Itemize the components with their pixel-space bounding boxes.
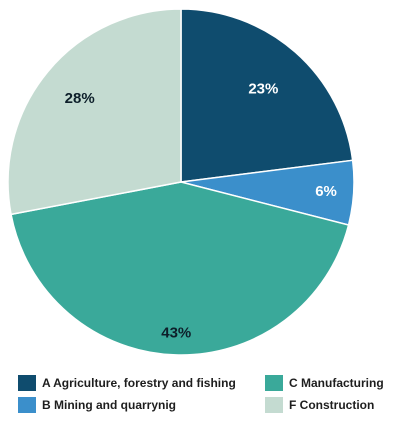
pie-slice-agriculture <box>180 8 354 183</box>
legend-swatch-mining <box>18 397 36 413</box>
legend-swatch-construction <box>265 397 283 413</box>
pie-value-label-construction: 28% <box>65 90 95 107</box>
legend-swatch-manufacturing <box>265 375 283 391</box>
pie-plot-area: 23% 6% 43% 28% <box>7 8 355 356</box>
pie-value-label-manufacturing: 43% <box>161 324 191 341</box>
pie-slice-manufacturing <box>10 181 350 356</box>
pie-value-label-agriculture: 23% <box>248 81 278 98</box>
legend-swatch-agriculture <box>18 375 36 391</box>
pie-slice-construction <box>7 8 182 216</box>
legend-item-manufacturing: C Manufacturing <box>265 375 384 391</box>
legend-item-mining: B Mining and quarrynig <box>18 397 176 413</box>
pie-value-label-mining: 6% <box>315 183 337 200</box>
legend-label-mining: B Mining and quarrynig <box>42 398 176 412</box>
legend-item-agriculture: A Agriculture, forestry and fishing <box>18 375 236 391</box>
legend-label-construction: F Construction <box>289 398 375 412</box>
legend-label-manufacturing: C Manufacturing <box>289 376 384 390</box>
legend-label-agriculture: A Agriculture, forestry and fishing <box>42 376 236 390</box>
legend-item-construction: F Construction <box>265 397 374 413</box>
